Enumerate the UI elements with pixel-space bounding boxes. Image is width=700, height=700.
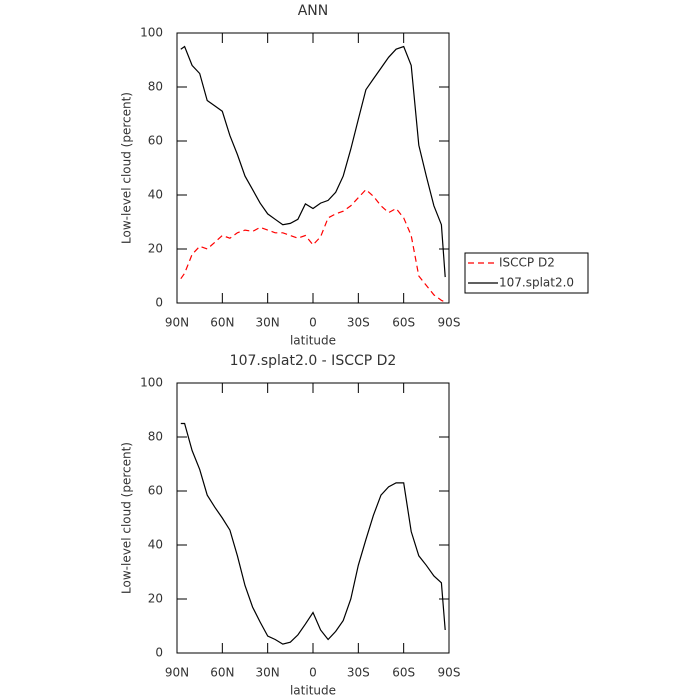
x-tick-label: 90S: [438, 316, 461, 330]
x-tick-label: 30N: [256, 316, 280, 330]
data-line: [180, 188, 446, 303]
x-axis-label: latitude: [290, 684, 336, 698]
x-tick-label: 30S: [347, 666, 370, 680]
legend-label: 107.splat2.0: [499, 276, 574, 290]
x-tick-label: 30N: [256, 666, 280, 680]
y-tick-label: 80: [148, 80, 163, 94]
y-tick-label: 40: [148, 538, 163, 552]
x-tick-label: 0: [309, 666, 317, 680]
y-tick-label: 100: [140, 376, 163, 390]
plot-frame: [176, 32, 450, 304]
x-tick-label: 60S: [392, 316, 415, 330]
y-tick-label: 80: [148, 430, 163, 444]
x-tick-label: 0: [309, 316, 317, 330]
x-tick-label: 60S: [392, 666, 415, 680]
legend-label: ISCCP D2: [499, 256, 555, 270]
x-tick-label: 90S: [438, 666, 461, 680]
x-axis-label: latitude: [290, 334, 336, 348]
x-tick-label: 30S: [347, 316, 370, 330]
y-tick-label: 20: [148, 592, 163, 606]
chart-title: ANN: [298, 3, 329, 19]
x-tick-label: 90N: [165, 316, 189, 330]
y-tick-label: 60: [148, 484, 163, 498]
x-tick-label: 60N: [210, 666, 234, 680]
y-tick-label: 0: [155, 646, 163, 660]
x-tick-label: 90N: [165, 666, 189, 680]
y-axis-label: Low-level cloud (percent): [120, 92, 134, 244]
y-tick-label: 60: [148, 134, 163, 148]
y-tick-label: 20: [148, 242, 163, 256]
data-line: [180, 45, 446, 278]
data-line: [180, 422, 446, 645]
y-axis-label: Low-level cloud (percent): [120, 442, 134, 594]
y-tick-label: 100: [140, 26, 163, 40]
legend-box: [464, 252, 589, 294]
x-tick-label: 60N: [210, 316, 234, 330]
y-tick-label: 0: [155, 296, 163, 310]
y-tick-label: 40: [148, 188, 163, 202]
chart-title: 107.splat2.0 - ISCCP D2: [230, 353, 397, 369]
